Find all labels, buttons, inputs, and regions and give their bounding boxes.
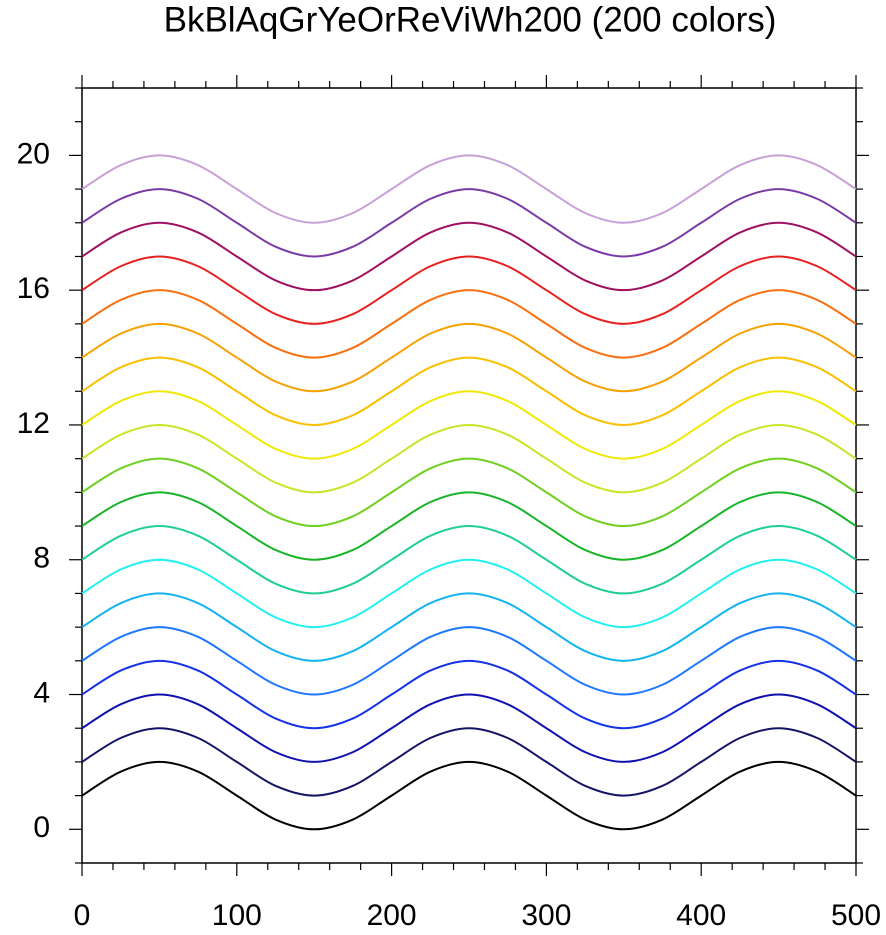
y-tick-label: 20 [17,137,50,170]
series-line [81,356,857,426]
series-line [81,727,857,797]
series-line [81,188,857,258]
series-line [81,592,857,662]
x-tick-label: 100 [212,899,262,932]
series-line [81,659,857,730]
chart-title: BkBlAqGrYeOrReViWh200 (200 colors) [164,0,777,39]
x-tick-label: 400 [676,899,726,932]
series-line [81,221,857,292]
x-tick-label: 500 [831,899,881,932]
series-line [81,390,857,460]
series-line [81,289,857,359]
series-line [81,760,857,831]
series-line [81,491,857,561]
series-line [81,558,857,629]
series-line [81,626,857,696]
series-line [81,525,857,595]
y-tick-label: 16 [17,272,50,305]
y-tick-label: 8 [33,542,50,575]
y-tick-label: 0 [33,811,50,844]
plot-frame [81,87,857,864]
series-line [81,423,857,494]
series-line [81,693,857,763]
x-tick-label: 200 [367,899,417,932]
series-line [81,255,857,325]
x-tick-label: 0 [74,899,91,932]
y-tick-label: 12 [17,407,50,440]
series-line [81,322,857,393]
series-line [81,457,857,528]
y-tick-label: 4 [33,676,50,709]
x-tick-label: 300 [521,899,571,932]
series-line [81,154,857,224]
